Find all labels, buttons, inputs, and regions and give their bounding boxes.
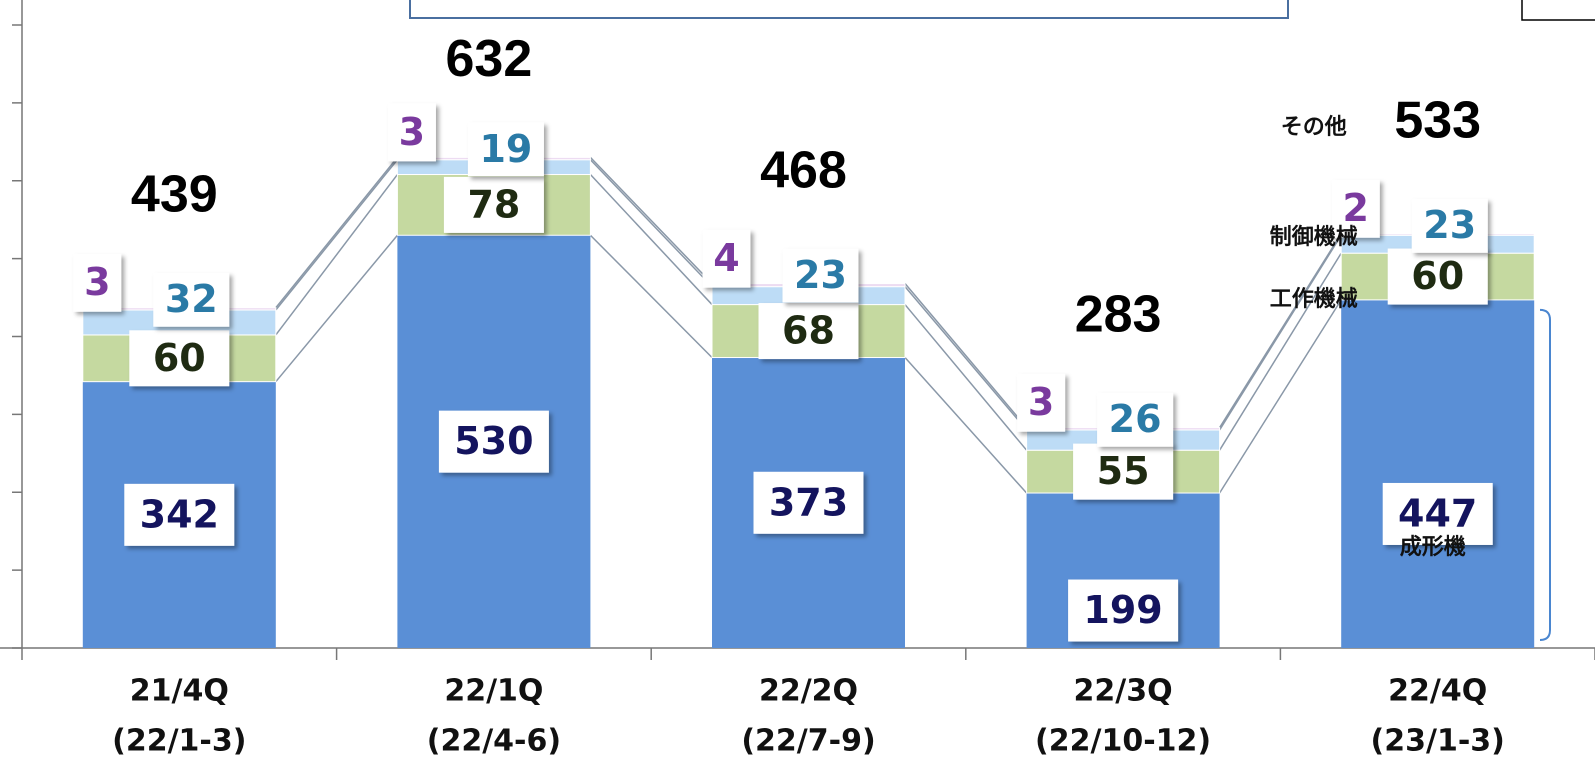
label-box <box>438 410 549 473</box>
label-box <box>467 122 544 177</box>
connector <box>1218 252 1342 451</box>
bracket <box>1539 308 1551 641</box>
connector <box>1218 233 1342 429</box>
x-tick-label: 22/4Q <box>1388 674 1487 709</box>
total-label: 439 <box>131 165 218 223</box>
x-tick-label: 22/1Q <box>444 674 543 709</box>
value-label: 32 <box>165 277 218 321</box>
legend-label: その他 <box>1281 115 1347 140</box>
label-box <box>153 272 230 327</box>
label-box <box>1073 443 1174 500</box>
connector <box>275 234 398 383</box>
value-label: 78 <box>467 182 520 226</box>
connector <box>589 159 713 288</box>
value-label: 19 <box>479 127 532 171</box>
label-box <box>1331 179 1380 238</box>
value-label: 2 <box>1342 186 1368 230</box>
label-box <box>443 176 544 233</box>
label-box <box>124 483 235 546</box>
connector <box>589 174 713 306</box>
value-label: 373 <box>769 480 848 524</box>
total-label: 283 <box>1075 285 1162 343</box>
connector <box>904 357 1028 494</box>
title-box <box>409 0 1289 19</box>
x-tick-sublabel: (23/1-3) <box>1371 724 1505 759</box>
legend-label: 成形機 <box>1400 535 1466 560</box>
connector <box>904 304 1028 451</box>
x-tick-sublabel: (22/10-12) <box>1035 724 1211 759</box>
value-label: 342 <box>140 492 219 536</box>
legend-label: 工作機械 <box>1270 287 1358 312</box>
value-label: 447 <box>1398 491 1477 535</box>
corner-box <box>1521 0 1595 21</box>
label-box <box>73 253 122 312</box>
x-tick-sublabel: (22/4-6) <box>427 724 561 759</box>
connector <box>589 234 713 359</box>
connector <box>589 156 713 285</box>
x-tick-label: 22/3Q <box>1074 674 1173 709</box>
value-label: 530 <box>454 419 533 463</box>
value-label: 68 <box>782 309 835 353</box>
value-label: 26 <box>1109 397 1162 441</box>
total-label: 533 <box>1394 91 1481 149</box>
value-label: 4 <box>713 236 739 280</box>
value-label: 23 <box>794 253 847 297</box>
label-box <box>1017 373 1066 432</box>
value-label: 3 <box>84 260 110 304</box>
x-tick-sublabel: (22/1-3) <box>112 724 246 759</box>
label-box <box>753 471 864 534</box>
connector <box>1218 234 1342 431</box>
value-label: 199 <box>1083 588 1162 632</box>
label-box <box>758 303 859 360</box>
x-tick-sublabel: (22/7-9) <box>741 724 875 759</box>
label-box <box>1097 392 1174 447</box>
bar-segment <box>1341 299 1535 648</box>
value-label: 23 <box>1423 203 1476 247</box>
label-box <box>1382 482 1493 545</box>
label-box <box>129 330 230 387</box>
value-label: 3 <box>1028 380 1054 424</box>
label-box <box>387 103 436 162</box>
label-box <box>702 229 751 288</box>
label-box <box>1068 579 1179 642</box>
connector <box>904 283 1028 429</box>
value-label: 60 <box>153 336 206 380</box>
value-label: 3 <box>399 110 425 154</box>
label-box <box>1387 248 1488 305</box>
total-label: 632 <box>446 30 533 88</box>
value-label: 60 <box>1411 254 1464 298</box>
label-box <box>782 248 859 303</box>
x-tick-label: 21/4Q <box>130 674 229 709</box>
total-label: 468 <box>760 141 847 199</box>
label-box <box>1411 198 1488 253</box>
connector <box>275 159 398 311</box>
x-tick-label: 22/2Q <box>759 674 858 709</box>
connector <box>275 174 398 336</box>
connector <box>1218 299 1342 494</box>
value-label: 55 <box>1097 449 1150 493</box>
legend-label: 制御機械 <box>1270 224 1358 250</box>
connector <box>904 286 1028 431</box>
connector <box>275 156 398 309</box>
